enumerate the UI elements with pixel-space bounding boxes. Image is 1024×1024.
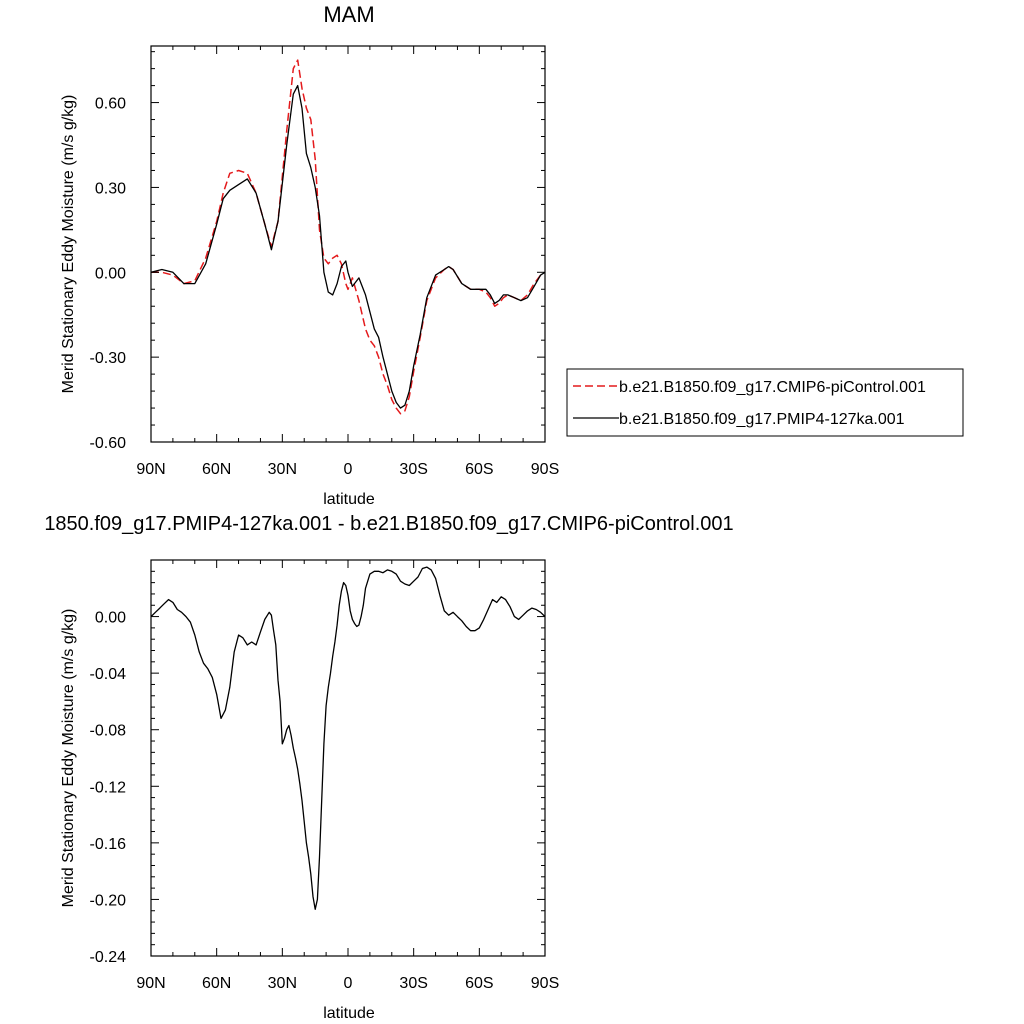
- top-y-tick-label: 0.00: [95, 265, 126, 282]
- bottom-y-tick-label: -0.20: [90, 892, 127, 909]
- top-series-line-0: [151, 59, 546, 415]
- top-y-tick-label: -0.30: [90, 350, 127, 367]
- bottom-plot-frame: [150, 559, 546, 957]
- legend-box: [566, 368, 964, 437]
- bottom-title: 1850.f09_g17.PMIP4-127ka.001 - b.e21.B18…: [44, 513, 733, 535]
- bottom-y-tick-label: -0.24: [90, 949, 127, 966]
- top-series-line-1: [150, 84, 546, 409]
- top-plot-frame: [150, 45, 546, 443]
- top-x-tick-label: 90N: [136, 461, 165, 478]
- bottom-y-tick-label: -0.08: [90, 723, 127, 740]
- bottom-x-tick-label: 30N: [268, 975, 297, 992]
- top-x-tick-label: 30N: [268, 461, 297, 478]
- top-x-tick-label: 60N: [202, 461, 231, 478]
- top-y-tick-label: 0.60: [95, 96, 126, 113]
- bottom-series-line-0: [150, 566, 546, 910]
- top-y-tick-label: -0.60: [90, 435, 127, 452]
- top-y-tick-label: 0.30: [95, 180, 126, 197]
- top-title: MAM: [323, 2, 374, 27]
- top-x-tick-label: 0: [344, 461, 353, 478]
- bottom-x-tick-label: 60S: [465, 975, 493, 992]
- bottom-xlabel: latitude: [323, 1005, 375, 1022]
- bottom-panel: 1850.f09_g17.PMIP4-127ka.001 - b.e21.B18…: [44, 513, 733, 1022]
- bottom-x-tick-label: 0: [344, 975, 353, 992]
- bottom-y-tick-label: 0.00: [95, 610, 126, 627]
- bottom-x-tick-label: 90S: [531, 975, 559, 992]
- bottom-x-tick-label: 90N: [136, 975, 165, 992]
- bottom-x-tick-label: 60N: [202, 975, 231, 992]
- top-x-tick-label: 90S: [531, 461, 559, 478]
- bottom-y-tick-label: -0.12: [90, 779, 127, 796]
- bottom-ylabel: Merid Stationary Eddy Moisture (m/s g/kg…: [60, 609, 77, 908]
- bottom-y-tick-label: -0.16: [90, 836, 127, 853]
- top-panel: MAM latitude Merid Stationary Eddy Moist…: [60, 2, 559, 508]
- bottom-x-tick-label: 30S: [399, 975, 427, 992]
- top-ylabel: Merid Stationary Eddy Moisture (m/s g/kg…: [60, 95, 77, 394]
- bottom-y-tick-label: -0.04: [90, 666, 127, 683]
- legend-label-pmip4: b.e21.B1850.f09_g17.PMIP4-127ka.001: [619, 411, 905, 428]
- top-xlabel: latitude: [323, 491, 375, 508]
- top-x-tick-label: 30S: [399, 461, 427, 478]
- legend: b.e21.B1850.f09_g17.CMIP6-piControl.001 …: [566, 368, 964, 437]
- top-x-tick-label: 60S: [465, 461, 493, 478]
- legend-label-picontrol: b.e21.B1850.f09_g17.CMIP6-piControl.001: [619, 379, 926, 396]
